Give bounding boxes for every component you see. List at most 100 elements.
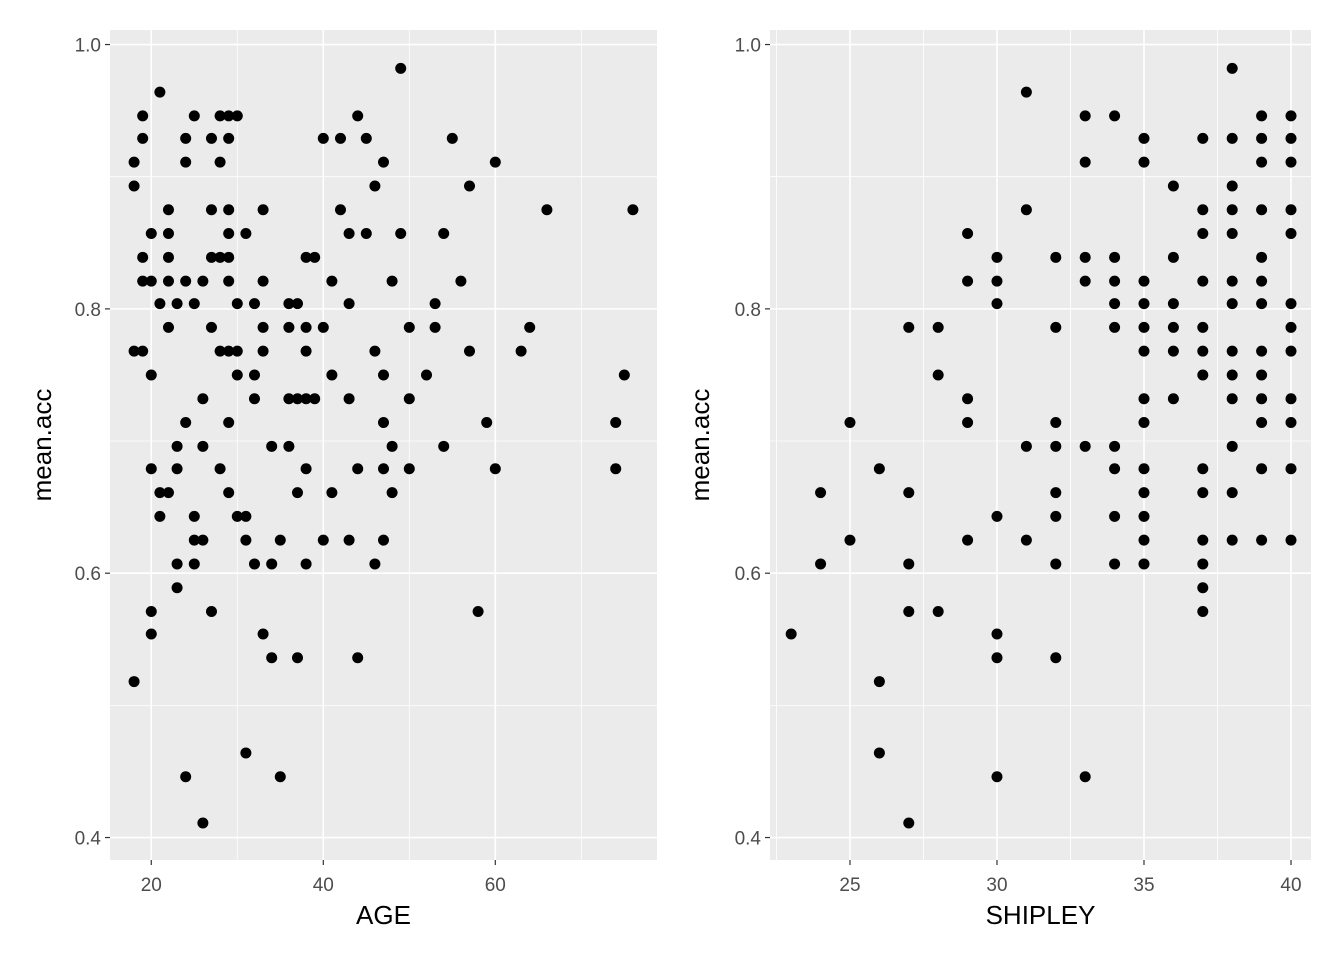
point — [1197, 228, 1209, 240]
point — [214, 110, 226, 122]
point — [128, 676, 140, 688]
point — [1226, 228, 1238, 240]
point — [610, 417, 622, 429]
point — [248, 558, 260, 570]
point — [240, 510, 252, 522]
x-axis-title: SHIPLEY — [986, 900, 1096, 930]
point — [1285, 228, 1297, 240]
point — [1226, 345, 1238, 357]
point — [180, 132, 192, 144]
point — [1109, 275, 1121, 287]
point — [283, 440, 295, 452]
point — [1050, 251, 1062, 263]
point — [1109, 510, 1121, 522]
point — [1256, 110, 1268, 122]
point — [188, 510, 200, 522]
point — [395, 228, 407, 240]
point — [903, 321, 915, 333]
point — [455, 275, 467, 287]
point — [1197, 606, 1209, 618]
point — [873, 747, 885, 759]
y-tick-label: 0.4 — [75, 829, 102, 850]
point — [223, 251, 235, 263]
point — [1138, 345, 1150, 357]
point — [962, 417, 974, 429]
point — [154, 298, 166, 310]
point — [446, 132, 458, 144]
point — [1138, 417, 1150, 429]
point — [403, 321, 415, 333]
point — [1138, 321, 1150, 333]
point — [326, 275, 338, 287]
x-tick-label: 35 — [1133, 875, 1154, 896]
point — [1167, 180, 1179, 192]
point — [378, 534, 389, 546]
point — [1197, 534, 1209, 546]
point — [1226, 298, 1238, 310]
point — [171, 298, 183, 310]
point — [1285, 132, 1297, 144]
point — [403, 463, 415, 475]
point — [1138, 510, 1150, 522]
point — [1285, 534, 1297, 546]
panel-background — [770, 30, 1311, 860]
point — [171, 582, 183, 594]
point — [145, 606, 157, 618]
point — [145, 369, 157, 381]
y-axis-title: mean.acc — [27, 389, 57, 502]
point — [1167, 251, 1179, 263]
point — [1226, 132, 1238, 144]
point — [171, 440, 183, 452]
point — [291, 487, 303, 499]
point — [137, 345, 149, 357]
point — [873, 463, 885, 475]
point — [180, 771, 192, 783]
point — [1167, 298, 1179, 310]
point — [240, 228, 252, 240]
point — [903, 487, 915, 499]
point — [1285, 345, 1297, 357]
point — [378, 369, 389, 381]
point — [903, 606, 915, 618]
point — [618, 369, 630, 381]
point — [283, 393, 295, 405]
point — [180, 417, 192, 429]
point — [205, 321, 217, 333]
point — [1079, 110, 1091, 122]
point — [334, 204, 346, 216]
point — [1109, 110, 1121, 122]
point — [171, 463, 183, 475]
point — [378, 463, 389, 475]
point — [1197, 369, 1209, 381]
point — [991, 652, 1003, 664]
point — [386, 487, 398, 499]
point — [1109, 321, 1121, 333]
point — [352, 652, 364, 664]
point — [1226, 62, 1238, 74]
point — [266, 440, 278, 452]
point — [1167, 345, 1179, 357]
point — [231, 369, 243, 381]
point — [205, 606, 217, 618]
point — [991, 628, 1003, 640]
point — [291, 393, 303, 405]
point — [300, 251, 312, 263]
point — [180, 156, 192, 168]
point — [1285, 204, 1297, 216]
point — [1109, 463, 1121, 475]
point — [128, 156, 140, 168]
point — [248, 393, 260, 405]
point — [1079, 156, 1091, 168]
point — [1138, 487, 1150, 499]
point — [1226, 487, 1238, 499]
point — [1138, 463, 1150, 475]
x-tick-label: 30 — [986, 875, 1007, 896]
point — [610, 463, 622, 475]
point — [223, 204, 235, 216]
point — [403, 393, 415, 405]
point — [360, 228, 372, 240]
point — [274, 771, 286, 783]
point — [300, 345, 312, 357]
y-tick-label: 0.6 — [75, 564, 101, 585]
point — [472, 606, 484, 618]
